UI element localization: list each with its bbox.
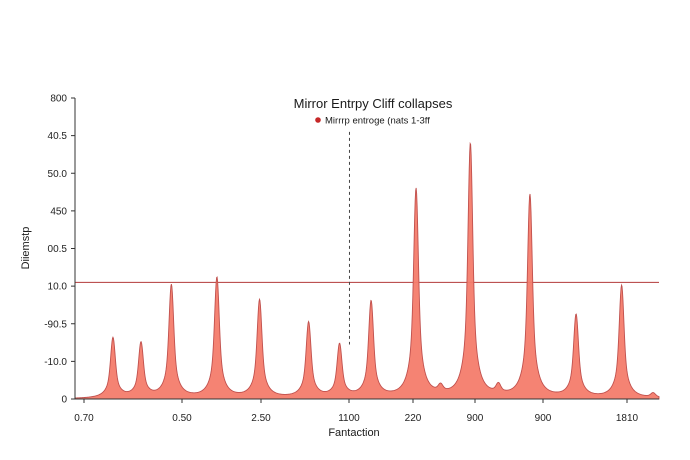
x-tick-label: 2.50 <box>251 413 271 424</box>
legend-swatch <box>315 117 321 123</box>
y-tick-label: 50.0 <box>48 169 68 180</box>
x-tick-label: 1810 <box>616 413 639 424</box>
y-tick-label: -90.5 <box>44 319 67 330</box>
y-tick-label: -10.0 <box>44 357 67 368</box>
x-tick-label: 900 <box>467 413 484 424</box>
y-tick-label: 0 <box>61 395 67 406</box>
axis-layer: 800 40.5 50.0 450 00.5 10.0 -90.5 -10.0 0 0.70 0.5… <box>44 94 659 424</box>
x-axis-label: Fantaction <box>328 427 379 439</box>
x-tick-label: 1100 <box>338 413 360 424</box>
y-tick-label: 800 <box>50 94 67 105</box>
label-layer: Mirror Entrpy Cliff collapses Mirrrp ent… <box>20 96 453 439</box>
x-tick-label: 0.50 <box>172 413 192 424</box>
y-axis-label: Diiemstp <box>20 227 32 270</box>
area-layer <box>74 141 660 400</box>
x-tick-label: 220 <box>405 413 422 424</box>
entropy-area <box>74 141 660 400</box>
chart-title: Mirror Entrpy Cliff collapses <box>294 96 453 111</box>
y-tick-label: 40.5 <box>48 131 68 142</box>
y-tick-label: 450 <box>50 206 67 217</box>
y-tick-label: 00.5 <box>48 244 68 255</box>
legend-label: Mirrrp entroge (nats 1-3ff <box>325 116 430 127</box>
y-tick-label: 10.0 <box>48 282 68 293</box>
grid-layer <box>75 131 659 345</box>
x-tick-label: 900 <box>535 413 552 424</box>
x-tick-label: 0.70 <box>74 413 94 424</box>
